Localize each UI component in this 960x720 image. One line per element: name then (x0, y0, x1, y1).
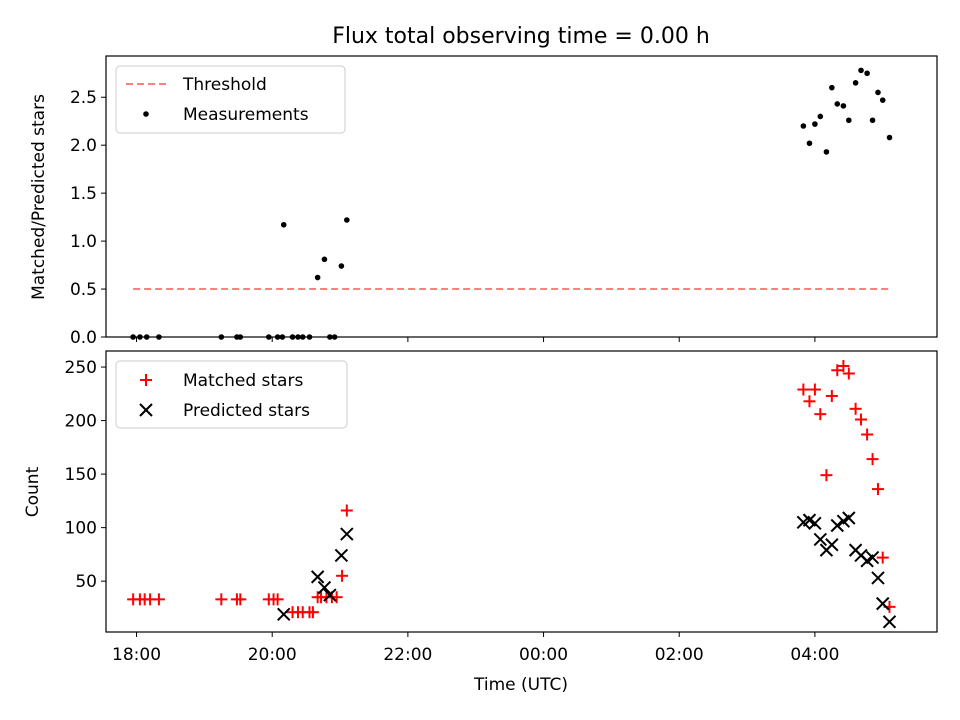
matched-stars-point (831, 364, 844, 377)
matched-stars-point (340, 504, 353, 517)
top-y-tick-label: 0.0 (70, 328, 97, 348)
matched-stars-point (336, 569, 349, 582)
legend-predicted-label: Predicted stars (183, 401, 310, 421)
measurement-point (280, 221, 287, 228)
measurement-point (344, 217, 350, 223)
measurement-point (846, 117, 852, 124)
top-y-tick-label: 1.0 (70, 232, 97, 252)
predicted-stars-point (334, 548, 349, 563)
x-axis-label: Time (UTC) (473, 675, 568, 695)
measurement-point (879, 97, 886, 103)
matched-stars-point (871, 483, 884, 496)
matched-stars-point (215, 593, 228, 606)
top-y-tick-label: 1.5 (70, 184, 97, 204)
measurement-point (834, 101, 841, 107)
predicted-stars-point (842, 511, 856, 525)
bottom-legend: Matched stars Predicted stars (115, 360, 348, 429)
matched-stars-point (861, 428, 874, 441)
measurement-point (840, 103, 847, 109)
measurement-point (314, 274, 321, 281)
predicted-stars-point (825, 538, 839, 552)
measurement-point (338, 263, 345, 269)
matched-stars-point (803, 395, 816, 408)
bottom-plot-frame (105, 350, 938, 633)
matched-stars-point (825, 389, 838, 402)
matched-stars-point (271, 593, 284, 606)
bottom-panel: 50 100 150 200 250 18:00 20:00 22:00 00:00 02:00… (23, 350, 938, 695)
matched-stars-point (808, 383, 821, 396)
top-y-axis-label: Matched/Predicted stars (29, 94, 49, 300)
matched-stars-point (842, 367, 855, 380)
top-legend: Threshold Measurements (115, 65, 346, 134)
predicted-stars-point (876, 596, 890, 611)
predicted-stars-point (277, 607, 291, 622)
x-tick-label: 18:00 (112, 645, 161, 665)
top-y-tick-label: 2.0 (70, 136, 97, 156)
matched-stars-point (306, 606, 319, 619)
measurement-point (858, 67, 864, 74)
matched-stars-point (234, 593, 247, 606)
bottom-y-tick-label: 200 (65, 412, 97, 432)
top-y-tick-label: 0.5 (70, 280, 97, 300)
bottom-y-axis-label: Count (23, 466, 43, 517)
top-plot-frame (105, 55, 938, 338)
measurement-point (852, 80, 859, 86)
predicted-stars-point (813, 532, 828, 547)
measurement-point (321, 256, 328, 263)
matched-stars-point (820, 469, 833, 482)
predicted-stars-point (340, 527, 354, 541)
matched-stars-point (814, 408, 827, 421)
predicted-stars-point (882, 615, 897, 629)
predicted-stars-point (808, 516, 822, 531)
predicted-stars-point (323, 588, 337, 602)
predicted-stars-point (865, 550, 880, 565)
legend-matched-label: Matched stars (183, 371, 303, 391)
matched-stars-point (855, 413, 868, 426)
matched-stars-point (837, 359, 850, 372)
measurement-point (869, 117, 876, 124)
legend-measurements-label: Measurements (183, 105, 309, 125)
measurement-point (875, 89, 881, 96)
measurement-point (812, 121, 818, 127)
measurement-point (823, 149, 830, 155)
legend-measurements-swatch (143, 111, 149, 117)
legend-predicted-swatch (139, 403, 153, 417)
measurement-point (886, 134, 893, 141)
measurement-point (800, 123, 807, 129)
top-panel: 0.0 0.5 1.0 1.5 2.0 2.5 Matched/Predicted sta… (29, 55, 938, 348)
matched-stars-point (876, 551, 889, 564)
x-tick-label: 04:00 (790, 645, 839, 665)
legend-threshold-label: Threshold (182, 75, 267, 95)
bottom-y-tick-label: 50 (75, 572, 97, 592)
legend-matched-swatch (140, 374, 152, 386)
bottom-y-tick-label: 150 (65, 465, 97, 485)
bottom-y-tick-label: 250 (65, 358, 97, 378)
x-tick-label: 20:00 (248, 645, 297, 665)
matched-stars-point (152, 593, 165, 606)
predicted-stars-point (871, 571, 885, 585)
x-tick-label: 02:00 (655, 645, 704, 665)
x-tick-label: 22:00 (383, 645, 432, 665)
chart-title: Flux total observing time = 0.00 h (332, 24, 710, 49)
measurement-point (829, 84, 835, 91)
measurement-point (864, 70, 870, 77)
predicted-stars-point (830, 518, 844, 533)
matched-stars-point (866, 453, 879, 466)
top-y-tick-label: 2.5 (70, 88, 97, 108)
predicted-stars-point (310, 570, 325, 584)
bottom-y-tick-label: 100 (65, 519, 97, 539)
x-tick-label: 00:00 (519, 645, 568, 665)
measurement-point (817, 113, 824, 120)
predicted-stars-point (317, 580, 332, 595)
matched-stars-point (797, 383, 810, 396)
measurement-point (806, 140, 813, 147)
matched-stars-point (849, 402, 862, 415)
